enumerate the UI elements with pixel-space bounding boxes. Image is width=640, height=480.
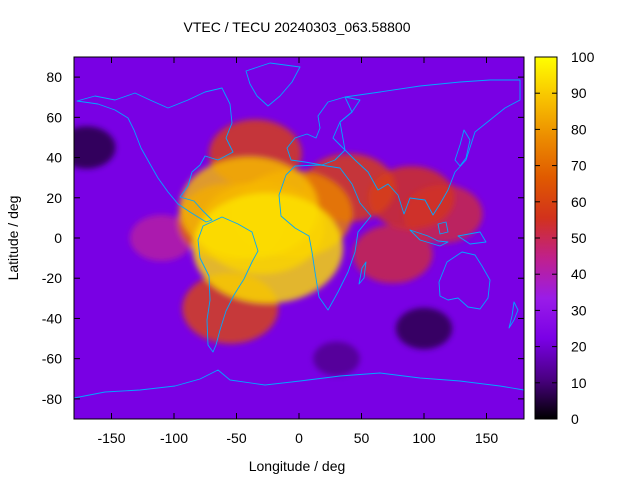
africa-coastline <box>278 164 372 311</box>
colorbar-tick-label: 100 <box>571 49 595 65</box>
madagascar-coastline <box>358 261 367 285</box>
new-zealand-coastline <box>508 301 519 329</box>
x-tick-label: 50 <box>354 430 370 446</box>
colorbar: 0 10 20 30 40 50 60 70 80 90 100 <box>534 49 595 427</box>
japan-coastline <box>454 129 471 167</box>
heatmap-layer <box>74 119 483 376</box>
y-tick-label: 80 <box>46 69 62 85</box>
asia-coastline <box>339 79 521 216</box>
tec-feature <box>130 214 193 262</box>
y-tick-label: 60 <box>46 109 62 125</box>
x-axis-ticks: -150 -100 -50 0 50 100 150 <box>97 57 498 446</box>
chart-title: VTEC / TECU 20240303_063.58800 <box>183 19 410 35</box>
y-tick-label: -80 <box>42 391 62 407</box>
colorbar-tick-label: 20 <box>571 339 587 355</box>
y-tick-label: -60 <box>42 351 62 367</box>
tec-feature <box>353 224 433 284</box>
colorbar-tick-label: 90 <box>571 85 587 101</box>
y-tick-label: 40 <box>46 150 62 166</box>
colorbar-tick-label: 70 <box>571 158 587 174</box>
x-axis-label: Longitude / deg <box>249 458 346 474</box>
y-tick-label: -20 <box>42 270 62 286</box>
x-tick-label: -50 <box>226 430 246 446</box>
colorbar-tick-label: 10 <box>571 375 587 391</box>
y-axis-ticks: -80 -60 -40 -20 0 20 40 60 80 <box>42 69 524 407</box>
colorbar-tick-label: 60 <box>571 194 587 210</box>
tec-feature <box>74 126 116 169</box>
north-america-coastline <box>76 87 234 223</box>
colorbar-tick-label: 40 <box>571 266 587 282</box>
colorbar-tick-label: 0 <box>571 411 579 427</box>
y-tick-label: 0 <box>54 230 62 246</box>
coastlines <box>74 62 524 399</box>
x-tick-label: -150 <box>97 430 125 446</box>
colorbar-tick-label: 80 <box>571 121 587 137</box>
x-tick-label: 150 <box>475 430 499 446</box>
greenland-coastline <box>245 62 301 107</box>
tec-feature <box>192 192 343 304</box>
x-tick-label: -100 <box>160 430 188 446</box>
antarctica-coastline <box>74 369 524 399</box>
x-tick-label: 100 <box>412 430 436 446</box>
australia-coastline <box>438 251 491 310</box>
y-tick-label: -40 <box>42 310 62 326</box>
tec-feature <box>395 307 453 350</box>
colorbar-tick-label: 50 <box>571 230 587 246</box>
colorbar-ticks: 0 10 20 30 40 50 60 70 80 90 100 <box>535 49 595 427</box>
south-america-coastline <box>197 216 259 353</box>
y-axis-label: Latitude / deg <box>5 196 21 281</box>
y-tick-label: 20 <box>46 190 62 206</box>
tec-feature <box>313 341 360 376</box>
indonesia-coastline <box>409 221 487 247</box>
europe-coastline <box>286 96 361 166</box>
colorbar-tick-label: 30 <box>571 302 587 318</box>
plot-area <box>74 57 524 419</box>
x-tick-label: 0 <box>295 430 303 446</box>
